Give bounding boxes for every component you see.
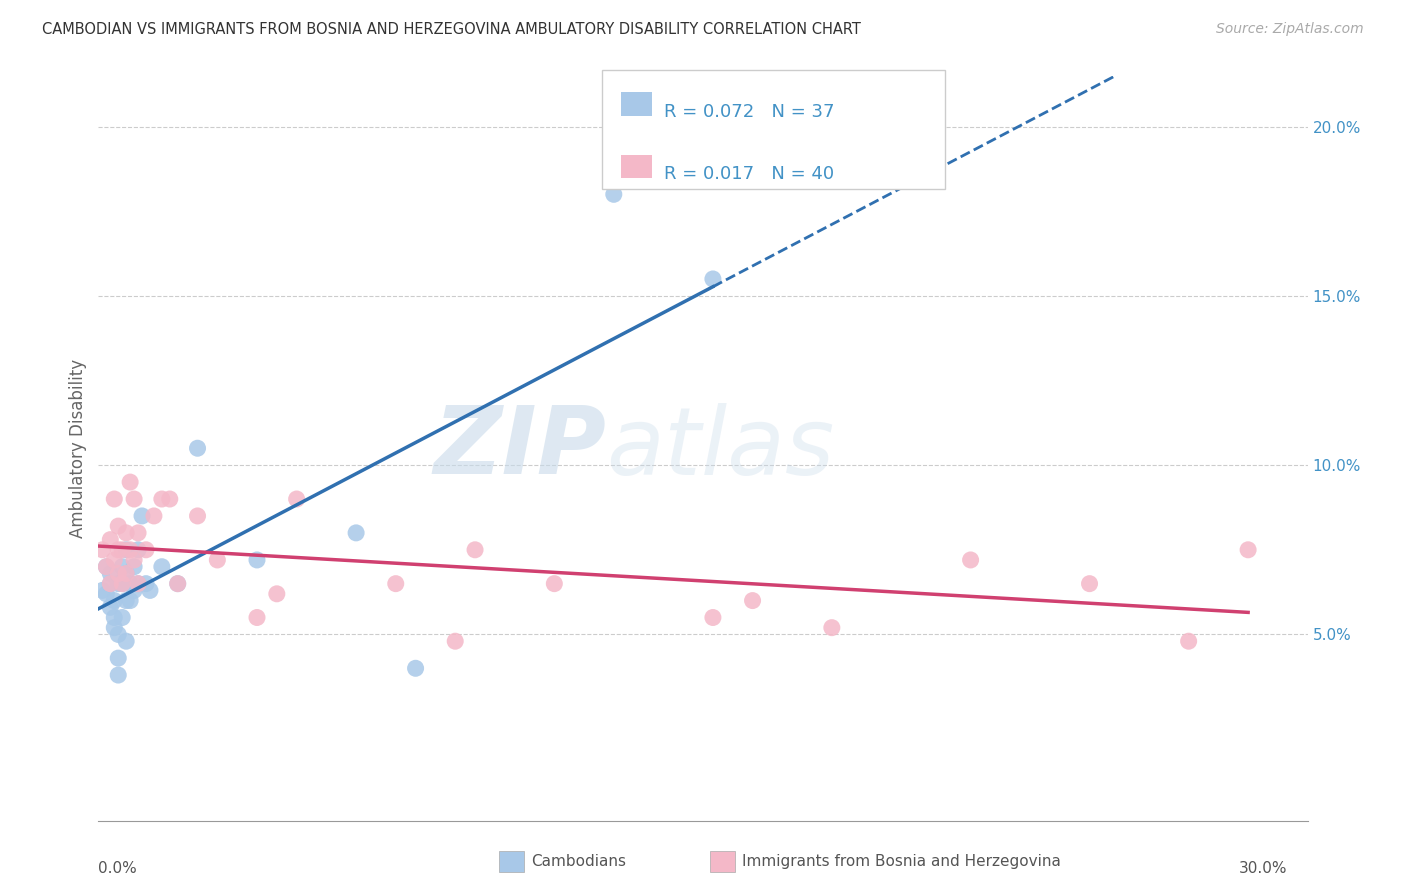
Point [122, 491, 145, 506]
Text: Immigrants from Bosnia and Herzegovina: Immigrants from Bosnia and Herzegovina [742, 855, 1062, 869]
Point [246, 553, 269, 567]
Point [1237, 542, 1260, 557]
Point [98, 600, 121, 615]
Point [115, 525, 138, 540]
Point [115, 634, 138, 648]
Point [103, 491, 125, 506]
Text: R = 0.017   N = 40: R = 0.017 N = 40 [664, 165, 834, 183]
Point [603, 187, 626, 202]
Point [98, 566, 121, 581]
Point [186, 442, 208, 455]
Point [127, 525, 149, 540]
Point [115, 542, 138, 557]
Point [98, 576, 121, 591]
Point [107, 542, 129, 557]
Point [150, 559, 173, 574]
Text: ZIP: ZIP [433, 402, 606, 494]
Point [120, 542, 142, 557]
Point [103, 621, 125, 635]
Point [285, 491, 308, 506]
Point [103, 593, 125, 607]
Point [98, 576, 121, 591]
Point [1177, 634, 1199, 648]
Point [111, 610, 134, 624]
Point [1078, 576, 1101, 591]
Point [405, 661, 427, 675]
Point [122, 553, 145, 567]
Text: atlas: atlas [606, 402, 835, 494]
Point [120, 475, 142, 489]
Y-axis label: Ambulatory Disability: Ambulatory Disability [69, 359, 87, 538]
Point [142, 508, 165, 523]
Point [120, 576, 142, 591]
Text: Source: ZipAtlas.com: Source: ZipAtlas.com [1216, 22, 1364, 37]
Text: Cambodians: Cambodians [531, 855, 627, 869]
Point [150, 491, 173, 506]
Point [166, 576, 188, 591]
Point [96, 559, 118, 574]
Point [344, 525, 367, 540]
Point [107, 668, 129, 682]
Point [111, 576, 134, 591]
Point [959, 553, 981, 567]
Point [107, 627, 129, 641]
Point [111, 576, 134, 591]
Point [384, 576, 406, 591]
Point [107, 519, 129, 533]
Point [166, 576, 188, 591]
Point [127, 576, 149, 591]
Point [107, 576, 129, 591]
Point [96, 559, 118, 574]
Point [702, 272, 724, 286]
Point [111, 542, 134, 557]
Point [139, 583, 162, 598]
Point [159, 491, 181, 506]
Point [135, 542, 157, 557]
Point [127, 542, 149, 557]
Point [107, 566, 129, 581]
Point [464, 542, 486, 557]
Point [543, 576, 565, 591]
Point [122, 559, 145, 574]
Text: 30.0%: 30.0% [1239, 862, 1288, 876]
Point [741, 593, 763, 607]
Point [115, 566, 138, 581]
Point [91, 542, 114, 557]
Text: CAMBODIAN VS IMMIGRANTS FROM BOSNIA AND HERZEGOVINA AMBULATORY DISABILITY CORREL: CAMBODIAN VS IMMIGRANTS FROM BOSNIA AND … [42, 22, 860, 37]
Point [127, 576, 149, 591]
Point [91, 583, 114, 598]
Point [702, 610, 724, 624]
Point [207, 553, 229, 567]
Point [122, 583, 145, 598]
Point [246, 610, 269, 624]
Point [96, 587, 118, 601]
Text: 0.0%: 0.0% [98, 862, 138, 876]
Point [266, 587, 288, 601]
Point [111, 559, 134, 574]
Point [120, 593, 142, 607]
Point [186, 508, 208, 523]
Point [103, 553, 125, 567]
Point [131, 508, 153, 523]
Point [444, 634, 467, 648]
Point [115, 593, 138, 607]
Point [821, 621, 844, 635]
Point [135, 576, 157, 591]
Point [115, 566, 138, 581]
Point [107, 651, 129, 665]
Point [103, 610, 125, 624]
Text: R = 0.072   N = 37: R = 0.072 N = 37 [664, 103, 834, 120]
Point [98, 533, 121, 547]
